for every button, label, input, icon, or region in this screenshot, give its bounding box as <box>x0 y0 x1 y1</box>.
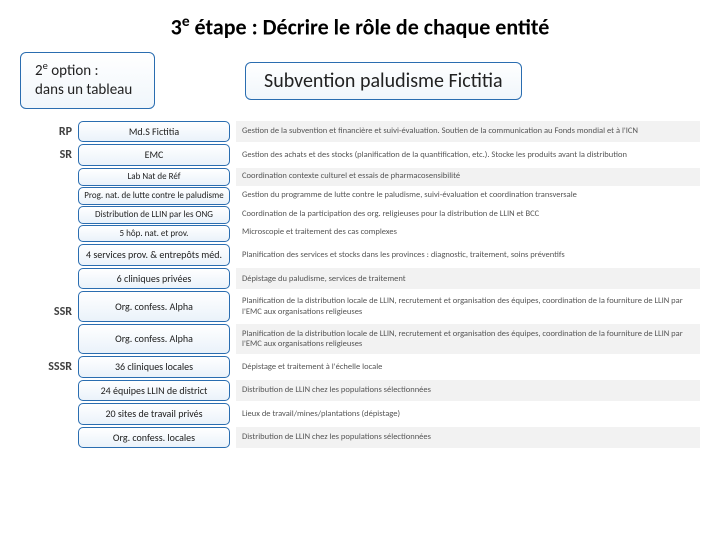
table-row: RP Md.S Fictitia Gestion de la subventio… <box>20 121 700 143</box>
table-area: RP Md.S Fictitia Gestion de la subventio… <box>0 121 720 460</box>
entity-cell: Org. confess. Alpha <box>78 291 230 321</box>
subvention-box: Subvention paludisme Fictitia <box>245 62 522 100</box>
group-blank <box>20 268 78 290</box>
group-rp: RP <box>20 121 78 143</box>
entity-cell: Lab Nat de Réf <box>78 168 230 186</box>
entity-cell: 20 sites de travail privés <box>78 403 230 425</box>
entity-cell: Org. confess. locales <box>78 427 230 449</box>
table-row: Lab Nat de Réf Prog. nat. de lutte contr… <box>20 168 700 243</box>
table-row: SSSR 36 cliniques locales Dépistage et t… <box>20 356 700 378</box>
desc-cell: Gestion de la subvention et financière e… <box>236 121 700 143</box>
table-row: 24 équipes LLIN de district Distribution… <box>20 380 700 402</box>
entity-cell: 36 cliniques locales <box>78 356 230 378</box>
desc-cell: Microscopie et traitement des cas comple… <box>236 224 700 243</box>
group-blank <box>20 403 78 425</box>
group-blank <box>20 427 78 449</box>
desc-cell: Gestion des achats et des stocks (planif… <box>236 144 700 166</box>
option-box: 2e option :dans un tableau <box>20 52 155 109</box>
entity-cell: EMC <box>78 144 230 166</box>
desc-cell: Planification de la distribution locale … <box>236 324 700 354</box>
desc-cell: Coordination de la participation des org… <box>236 205 700 224</box>
header-row: 2e option :dans un tableau Subvention pa… <box>0 48 720 121</box>
group-blank <box>20 324 78 354</box>
desc-cell: Dépistage du paludisme, services de trai… <box>236 268 700 290</box>
group-ssr-blank <box>20 168 78 243</box>
desc-cell: Coordination contexte culturel et essais… <box>236 168 700 187</box>
table-row: SR EMC Gestion des achats et des stocks … <box>20 144 700 166</box>
entity-cell: 5 hôp. nat. et prov. <box>78 225 230 243</box>
group-blank <box>20 244 78 266</box>
table-row: 20 sites de travail privés Lieux de trav… <box>20 403 700 425</box>
title-sup: e <box>182 12 190 31</box>
entity-cell: 24 équipes LLIN de district <box>78 380 230 402</box>
desc-cell: Planification de la distribution locale … <box>236 291 700 321</box>
table-row: Org. confess. Alpha Planification de la … <box>20 324 700 354</box>
subvention-text: Subvention paludisme Fictitia <box>264 69 503 93</box>
multi-desc: Coordination contexte culturel et essais… <box>236 168 700 243</box>
table-row: 4 services prov. & entrepôts méd. Planif… <box>20 244 700 266</box>
option-post: option :dans un tableau <box>35 62 132 99</box>
entity-cell: 6 cliniques privées <box>78 268 230 290</box>
entity-cell: Md.S Fictitia <box>78 121 230 143</box>
desc-cell: Distribution de LLIN chez les population… <box>236 427 700 449</box>
entity-cell: Prog. nat. de lutte contre le paludisme <box>78 187 230 205</box>
title-pre: 3 <box>171 13 182 40</box>
group-ssr: SSR <box>20 305 78 319</box>
entity-cell: 4 services prov. & entrepôts méd. <box>78 244 230 266</box>
desc-cell: Planification des services et stocks dan… <box>236 244 700 266</box>
desc-cell: Lieux de travail/mines/plantations (dépi… <box>236 403 700 425</box>
table-row: Org. confess. locales Distribution de LL… <box>20 427 700 449</box>
entity-cell: Distribution de LLIN par les ONG <box>78 206 230 224</box>
group-sr: SR <box>20 144 78 166</box>
desc-cell: Dépistage et traitement à l'échelle loca… <box>236 356 700 378</box>
table-row: 6 cliniques privées Dépistage du paludis… <box>20 268 700 290</box>
group-blank <box>20 380 78 402</box>
page-title: 3e étape : Décrire le rôle de chaque ent… <box>0 0 720 48</box>
entity-cell: Org. confess. Alpha <box>78 324 230 354</box>
option-pre: 2 <box>35 62 43 80</box>
group-sssr: SSSR <box>20 356 78 378</box>
table-row: Org. confess. Alpha Planification de la … <box>20 291 700 321</box>
desc-cell: Gestion du programme de lutte contre le … <box>236 186 700 205</box>
desc-cell: Distribution de LLIN chez les population… <box>236 380 700 402</box>
multi-entity: Lab Nat de Réf Prog. nat. de lutte contr… <box>78 168 230 243</box>
title-post: étape : Décrire le rôle de chaque entité <box>190 13 550 40</box>
